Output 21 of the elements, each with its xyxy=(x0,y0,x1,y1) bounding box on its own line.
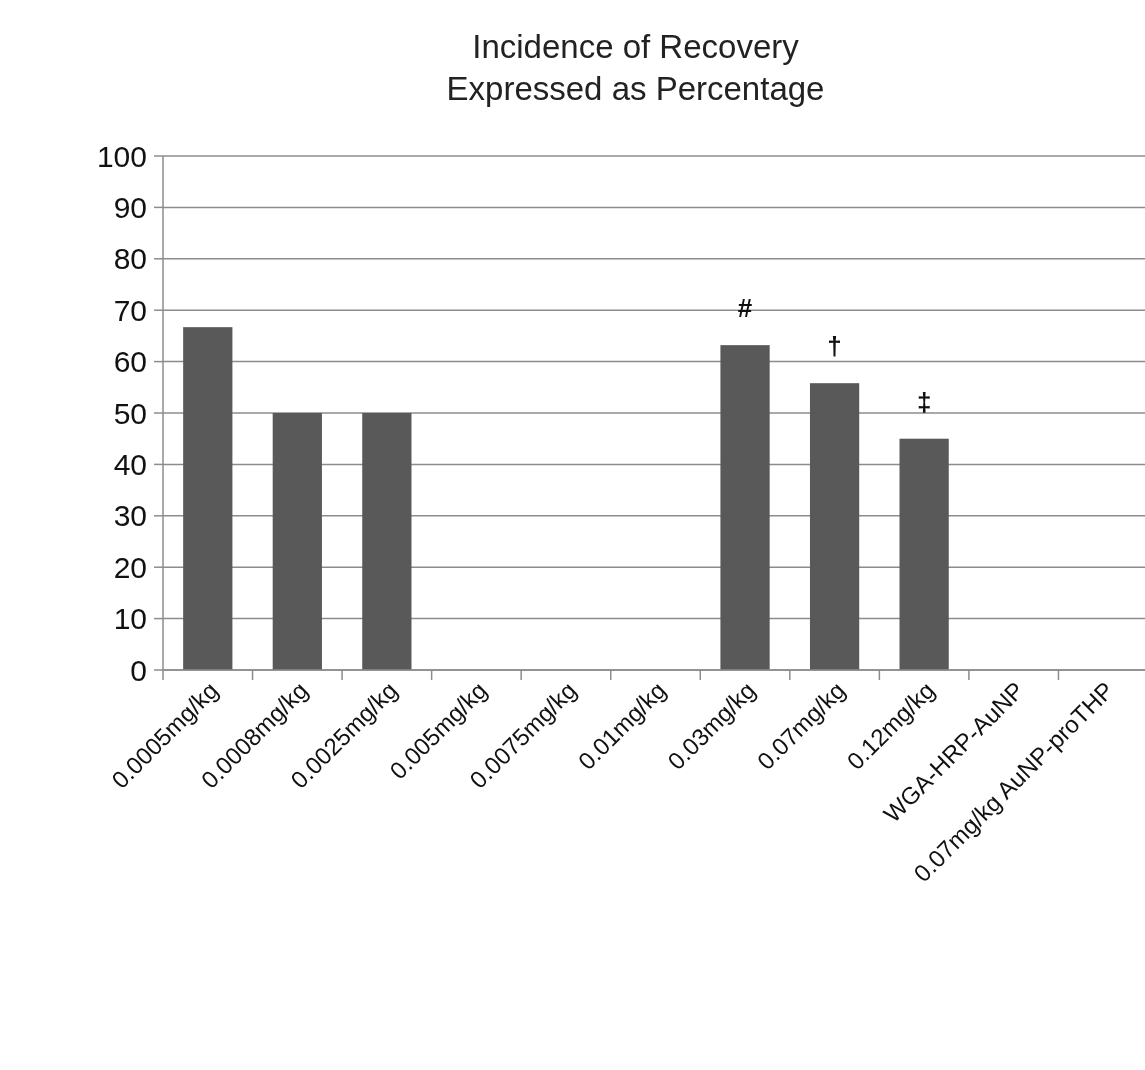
y-tick-label: 40 xyxy=(113,447,147,481)
y-tick-label: 0 xyxy=(130,653,147,687)
y-tick-label: 50 xyxy=(113,396,147,430)
annotation: # xyxy=(737,293,753,324)
bar xyxy=(809,383,860,670)
y-tick-label: 30 xyxy=(113,499,147,533)
y-tick-label: 10 xyxy=(113,602,147,636)
y-tick-label: 70 xyxy=(113,293,147,327)
annotation: ‡ xyxy=(916,386,932,417)
y-tick-label: 90 xyxy=(113,190,147,224)
y-tick-label: 60 xyxy=(113,345,147,379)
y-tick-label: 80 xyxy=(113,242,147,276)
bar xyxy=(272,413,322,670)
chart-title: Incidence of Recovery Expressed as Percentage xyxy=(446,28,825,107)
bar xyxy=(183,327,233,670)
y-tick-label: 100 xyxy=(96,139,147,173)
y-tick-label: 20 xyxy=(113,550,147,584)
bar xyxy=(720,345,770,670)
bar xyxy=(899,438,949,670)
annotation: † xyxy=(827,331,842,362)
bar xyxy=(362,413,412,670)
